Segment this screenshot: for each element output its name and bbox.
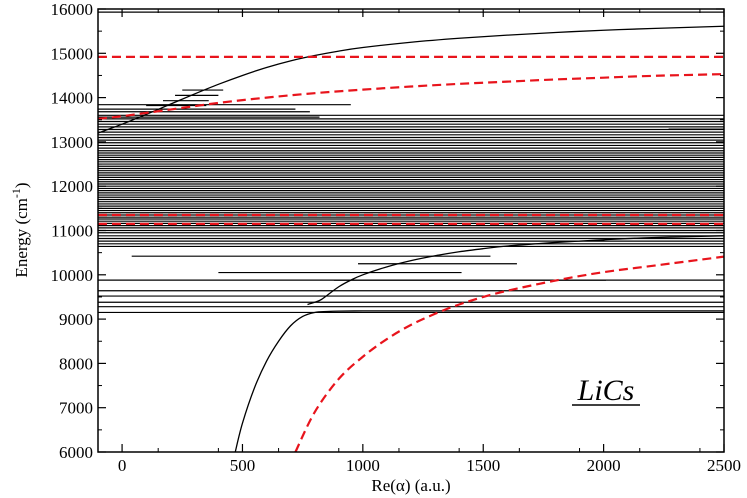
molecule-annotation: LiCs — [577, 374, 635, 407]
y-tick-label: 10000 — [51, 266, 94, 285]
y-axis-title-close: ) — [12, 182, 31, 188]
y-tick-label: 7000 — [59, 399, 93, 418]
solid-lower-curve — [234, 310, 724, 452]
x-tick-label: 2000 — [587, 456, 621, 475]
y-tick-label: 9000 — [59, 310, 93, 329]
dashed-lower-curve — [294, 255, 724, 452]
plot-content — [98, 11, 724, 452]
y-tick-label: 16000 — [51, 0, 94, 19]
y-tick-label: 6000 — [59, 443, 93, 462]
solid-upper-curve — [98, 25, 724, 134]
y-axis-title-superscript: -1 — [9, 188, 23, 198]
dashed-upper-curve — [98, 73, 724, 120]
y-tick-label: 11000 — [51, 222, 93, 241]
y-axis-title-main: Energy (cm — [12, 198, 31, 277]
plot-frame — [97, 8, 725, 453]
y-tick-label: 14000 — [51, 89, 94, 108]
x-tick-label: 500 — [230, 456, 256, 475]
x-tick-label: 2500 — [707, 456, 741, 475]
x-axis-title: Re(α) (a.u.) — [371, 476, 450, 495]
axis-ticks: 0 500 1000 1500 2000 2500 6000 7000 8000 9000 1000… — [51, 0, 742, 475]
y-axis-title: Energy (cm-1) — [9, 182, 31, 277]
y-tick-label: 13000 — [51, 133, 94, 152]
x-tick-label: 0 — [118, 456, 127, 475]
y-tick-label: 15000 — [51, 44, 94, 63]
y-tick-label: 12000 — [51, 177, 94, 196]
x-tick-label: 1500 — [466, 456, 500, 475]
y-tick-label: 8000 — [59, 354, 93, 373]
x-tick-label: 1000 — [346, 456, 380, 475]
solid-rising-curve — [307, 235, 724, 306]
